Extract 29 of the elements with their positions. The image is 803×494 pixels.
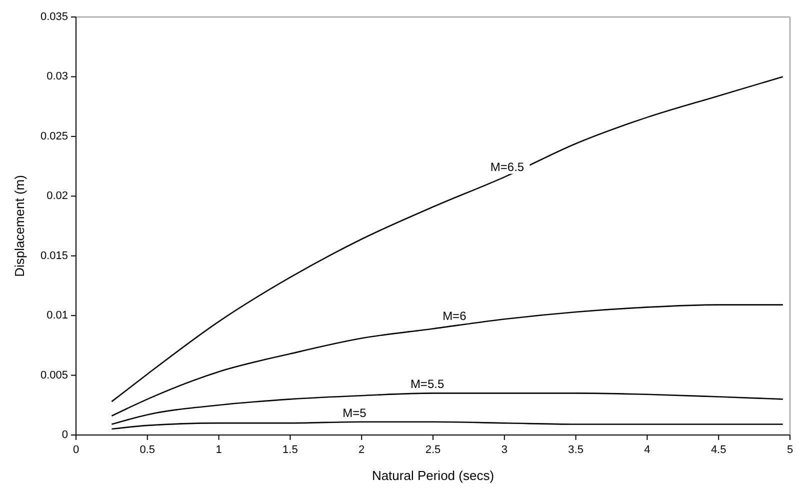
y-tick-label: 0.025 [40, 130, 68, 142]
y-tick-label: 0.035 [40, 11, 68, 23]
line-series [111, 421, 784, 430]
x-tick-label: 0.5 [140, 444, 156, 456]
y-tick-label: 0.015 [40, 250, 68, 262]
x-tick-label: 1.5 [282, 444, 298, 456]
x-tick-label: 5 [786, 444, 794, 456]
annotation: M=6.5 [490, 160, 524, 174]
x-tick-label: 0 [72, 444, 80, 456]
annotation: M=6 [442, 309, 467, 324]
x-tick-label: 1 [216, 444, 222, 456]
annotation: M=5 [342, 406, 367, 420]
line-series [111, 392, 784, 425]
y-tick-label: 0.01 [46, 310, 68, 322]
y-tick-label: 0.02 [46, 190, 68, 202]
x-axis-title: Natural Period (secs) [372, 468, 494, 483]
x-tick-label: 3 [501, 444, 508, 456]
y-tick-label: 0.03 [46, 70, 68, 83]
line-series [111, 304, 784, 417]
x-tick-label: 2.5 [425, 444, 441, 456]
x-tick-label: 4 [644, 444, 650, 456]
y-tick-label: 0.005 [40, 369, 68, 382]
y-tick-label: 0 [62, 429, 68, 441]
line-series [111, 76, 784, 402]
y-axis-title: Displacement (m) [12, 175, 27, 277]
annotation: M=5.5 [410, 377, 444, 392]
x-tick-label: 3.5 [568, 444, 584, 456]
x-tick-label: 2 [358, 444, 365, 456]
x-tick-label: 4.5 [710, 444, 726, 456]
